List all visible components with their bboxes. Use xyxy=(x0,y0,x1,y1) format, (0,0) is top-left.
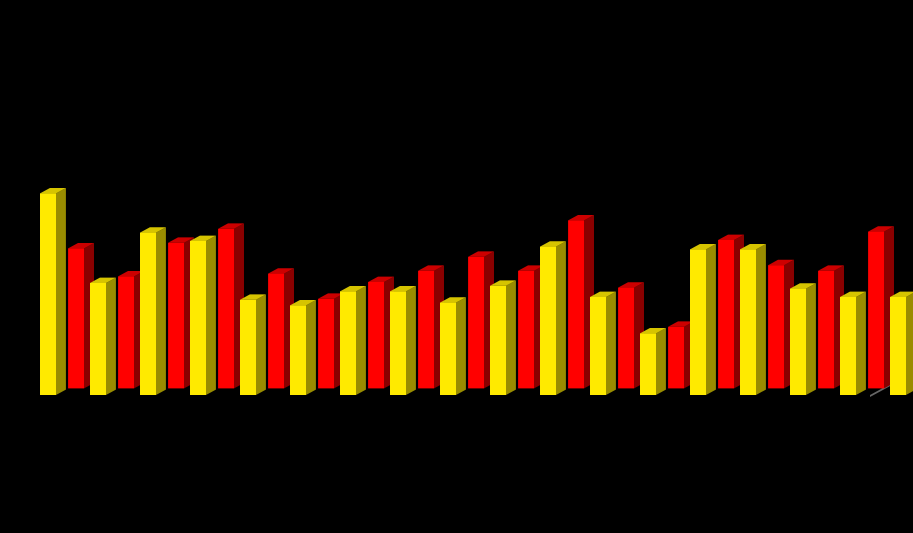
bar-a-4 xyxy=(240,294,266,395)
bar-a-10 xyxy=(540,241,566,395)
bar-a-0 xyxy=(40,188,66,395)
bar-a-14 xyxy=(740,244,766,395)
bar-a-12 xyxy=(640,328,666,395)
bar-a-1 xyxy=(90,278,116,395)
bar-a-8 xyxy=(440,297,466,395)
bar-a-16 xyxy=(840,292,866,395)
bar-a-11 xyxy=(590,292,616,395)
bar-a-9 xyxy=(490,280,516,395)
bar-chart-3d xyxy=(0,0,913,533)
bar-a-3 xyxy=(190,236,216,395)
bar-a-5 xyxy=(290,300,316,395)
bar-a-2 xyxy=(140,227,166,395)
bar-a-13 xyxy=(690,244,716,395)
bar-a-15 xyxy=(790,283,816,395)
bar-a-17 xyxy=(890,292,913,395)
bar-a-7 xyxy=(390,286,416,395)
bar-a-6 xyxy=(340,286,366,395)
